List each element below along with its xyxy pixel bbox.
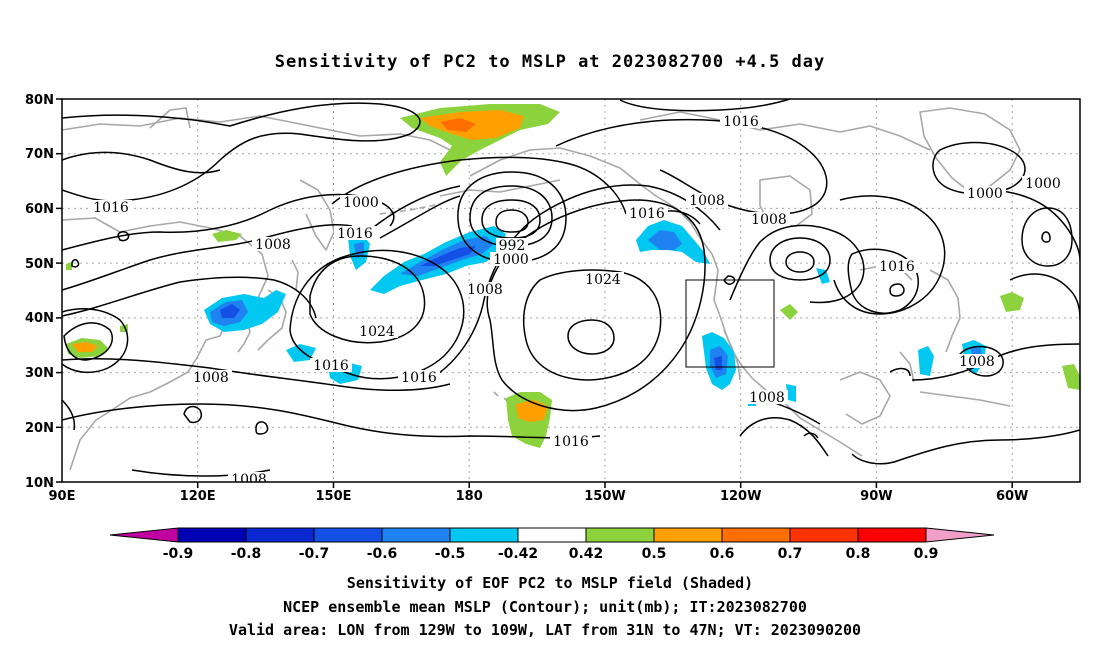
- contour-label: 1016: [629, 206, 665, 222]
- caption-line-2: NCEP ensemble mean MSLP (Contour); unit(…: [283, 598, 807, 616]
- contour-label: 1008: [193, 370, 229, 386]
- longitude-axis: 90E 120E 150E 180 150W 120W 90W 60W: [49, 489, 1029, 504]
- lon-tick-label: 150W: [584, 489, 625, 504]
- contour-label: 1000: [493, 252, 529, 268]
- colorbar-extend-max: [925, 527, 995, 543]
- lat-tick-label: 60N: [25, 202, 54, 217]
- lon-tick-label: 150E: [315, 489, 351, 504]
- map-frame: [61, 98, 1081, 483]
- contour-label: 1024: [585, 272, 621, 288]
- contour-label: 1000: [343, 195, 379, 211]
- colorbar-tick-label: -0.8: [231, 546, 262, 562]
- contour-label: 1008: [749, 390, 785, 406]
- lon-tick-label: 120E: [180, 489, 216, 504]
- colorbar-segment: [789, 527, 859, 543]
- colorbar-segment: [517, 527, 587, 543]
- lon-tick-label: 180: [456, 489, 483, 504]
- figure-title: Sensitivity of PC2 to MSLP at 2023082700…: [275, 52, 826, 72]
- lat-tick-label: 80N: [25, 93, 54, 108]
- lat-tick-label: 20N: [25, 421, 54, 436]
- contour-label: 1008: [231, 472, 267, 488]
- colorbar-tick-label: 0.42: [569, 546, 604, 562]
- contour-label: 1016: [313, 358, 349, 374]
- colorbar-tick-label: -0.7: [299, 546, 330, 562]
- contour-label: 1016: [723, 114, 759, 130]
- lon-tick-label: 90W: [860, 489, 892, 504]
- map-area: 1016 1008 1000 1016 1024 1016 1008 1016 …: [62, 99, 1080, 488]
- colorbar: [109, 527, 995, 543]
- colorbar-tick-label: -0.5: [435, 546, 466, 562]
- contour-label: 1008: [959, 354, 995, 370]
- latitude-axis: 80N 70N 60N 50N 40N 30N 20N 10N: [25, 93, 54, 491]
- colorbar-tick-label: 0.6: [710, 546, 735, 562]
- colorbar-tick-label: 0.5: [642, 546, 667, 562]
- contour-label: 1016: [337, 226, 373, 242]
- colorbar-tick-label: -0.6: [367, 546, 398, 562]
- contour-label: 1000: [1025, 176, 1061, 192]
- lon-ticks: [196, 482, 1013, 488]
- colorbar-segment: [857, 527, 927, 543]
- valid-area-box: [685, 279, 775, 368]
- colorbar-segment: [245, 527, 315, 543]
- contour-label: 1016: [553, 434, 589, 450]
- colorbar-tick-label: 0.7: [778, 546, 803, 562]
- colorbar-tick-label: 0.8: [846, 546, 871, 562]
- coastlines: [62, 107, 1021, 471]
- lat-tick-label: 40N: [25, 311, 54, 326]
- contour-label: 1016: [401, 370, 437, 386]
- contour-label: 1008: [255, 237, 291, 253]
- lat-tick-label: 30N: [25, 366, 54, 381]
- colorbar-labels: -0.9 -0.8 -0.7 -0.6 -0.5 -0.42 0.42 0.5 …: [163, 546, 939, 562]
- lat-tick-label: 10N: [25, 476, 54, 491]
- lon-tick-label: 60W: [996, 489, 1028, 504]
- lon-tick-label: 90E: [49, 489, 76, 504]
- colorbar-segment: [653, 527, 723, 543]
- lat-tick-label: 70N: [25, 147, 54, 162]
- contour-label: 1008: [751, 212, 787, 228]
- contour-labels: 1016 1008 1000 1016 1024 1016 1008 1016 …: [90, 114, 1064, 488]
- colorbar-segment: [449, 527, 519, 543]
- colorbar-tick-label: -0.42: [498, 546, 538, 562]
- contour-label: 1000: [967, 186, 1003, 202]
- lat-ticks: [56, 98, 62, 483]
- colorbar-extend-min: [109, 527, 179, 543]
- colorbar-tick-label: 0.9: [914, 546, 939, 562]
- caption-line-1: Sensitivity of EOF PC2 to MSLP field (Sh…: [347, 574, 753, 592]
- colorbar-segment: [177, 527, 247, 543]
- lon-tick-label: 120W: [720, 489, 761, 504]
- positive-sensitivity-shading: [66, 104, 1080, 448]
- contour-label: 1008: [689, 193, 725, 209]
- contour-label: 992: [499, 238, 526, 254]
- mslp-contours: [62, 99, 1080, 477]
- colorbar-segment: [721, 527, 791, 543]
- colorbar-segment: [381, 527, 451, 543]
- caption-line-3: Valid area: LON from 129W to 109W, LAT f…: [229, 621, 861, 639]
- contour-label: 1024: [359, 324, 395, 340]
- colorbar-tick-label: -0.9: [163, 546, 194, 562]
- colorbar-segment: [585, 527, 655, 543]
- colorbar-segment: [313, 527, 383, 543]
- lat-tick-label: 50N: [25, 257, 54, 272]
- contour-label: 1016: [879, 259, 915, 275]
- contour-label: 1008: [467, 282, 503, 298]
- contour-label: 1016: [93, 200, 129, 216]
